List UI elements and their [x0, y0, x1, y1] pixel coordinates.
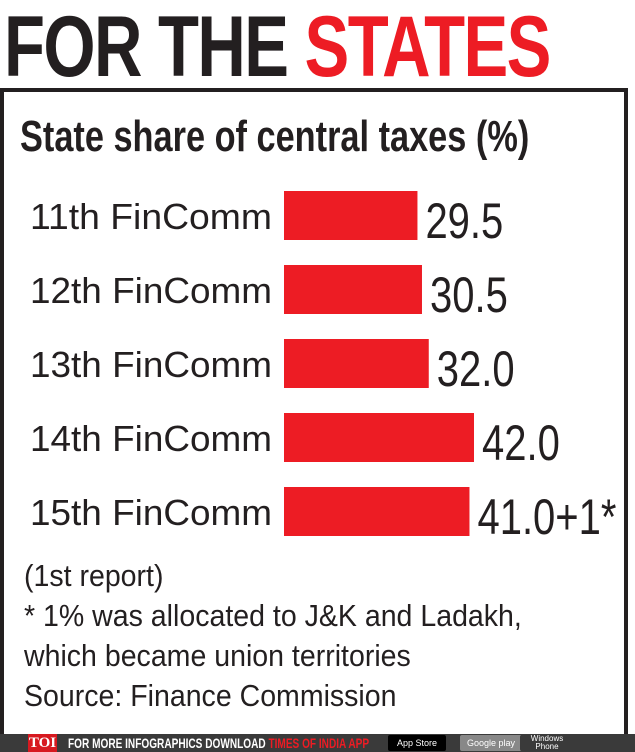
bar — [284, 191, 418, 240]
toi-logo: TOI — [28, 734, 57, 752]
note-3: Source: Finance Commission — [24, 678, 397, 713]
chart-frame — [0, 88, 628, 734]
footer-app-name: TIMES OF INDIA APP — [268, 735, 370, 751]
bar — [284, 413, 474, 462]
category-label: 11th FinComm — [30, 196, 272, 237]
bar — [284, 265, 422, 314]
footer-promo: FOR MORE INFOGRAPHICS DOWNLOAD — [68, 735, 269, 751]
category-label: 12th FinComm — [30, 270, 272, 311]
data-label: 29.5 — [425, 193, 503, 249]
title-part1: FOR THE — [4, 0, 305, 95]
data-label: 30.5 — [430, 267, 508, 323]
footer-bar: TOI FOR MORE INFOGRAPHICS DOWNLOAD TIMES… — [0, 734, 635, 752]
windows-phone-button[interactable]: Windows Phone — [520, 735, 574, 751]
note-2: which became union territories — [24, 638, 411, 673]
note-0: (1st report) — [24, 558, 164, 593]
app-store-button[interactable]: App Store — [388, 735, 446, 751]
google-play-button[interactable]: Google play — [460, 735, 522, 751]
data-label: 41.0+1* — [477, 489, 616, 545]
chart-title: State share of central taxes (%) — [20, 112, 530, 161]
chart-notes: (1st report) * 1% was allocated to J&K a… — [24, 556, 522, 716]
title-part2: STATES — [304, 0, 552, 95]
bar — [284, 487, 470, 536]
data-label: 32.0 — [437, 341, 515, 397]
category-label: 15th FinComm — [30, 492, 272, 533]
footer-text: FOR MORE INFOGRAPHICS DOWNLOAD TIMES OF … — [68, 735, 369, 751]
note-1: * 1% was allocated to J&K and Ladakh, — [24, 598, 522, 633]
category-label: 13th FinComm — [30, 344, 272, 385]
data-label: 42.0 — [482, 415, 560, 471]
bar-chart: 11th FinComm 29.5 12th FinComm 30.5 13th Fin… — [30, 191, 616, 545]
bar — [284, 339, 429, 388]
page-title: FOR THE STATES — [4, 0, 552, 95]
category-label: 14th FinComm — [30, 418, 272, 459]
